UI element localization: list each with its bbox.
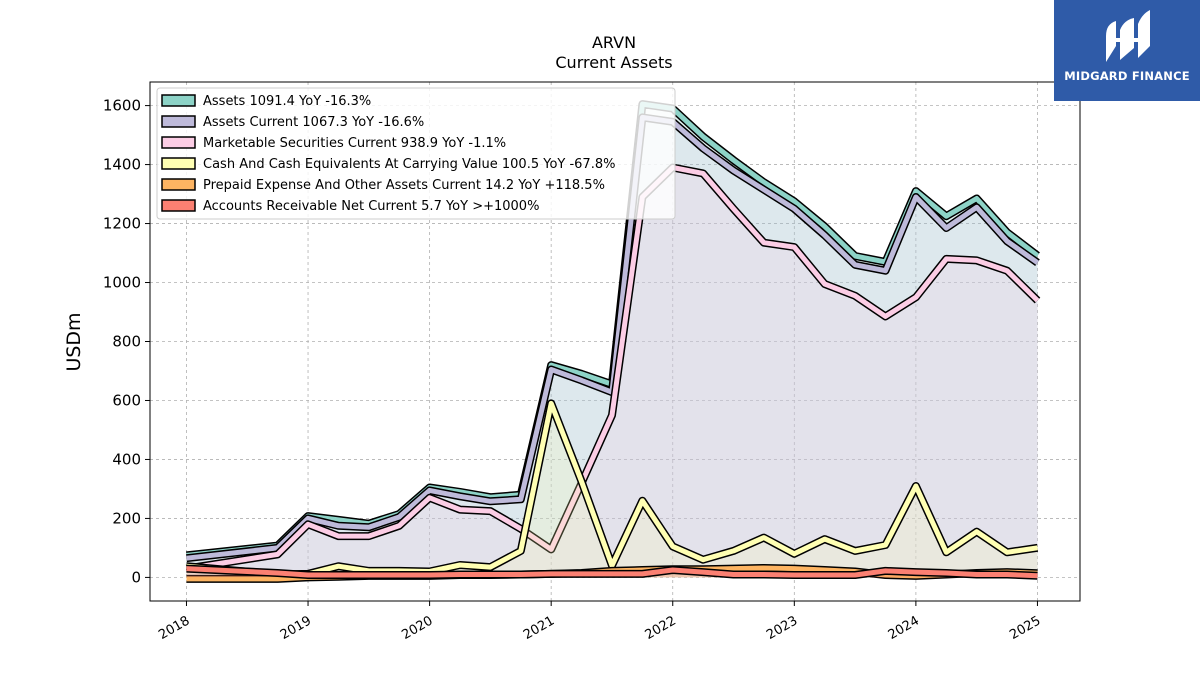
y-axis: 0 200 400 600 800 1000 1200 1400 1600 (103, 97, 150, 586)
x-tick-label: 2019 (278, 613, 314, 643)
y-tick-label: 400 (112, 450, 141, 468)
series-area (186, 117, 1038, 578)
series-line (186, 566, 1038, 579)
series-area (186, 167, 1038, 578)
x-tick-label: 2022 (643, 613, 679, 643)
series-layer (185, 100, 1041, 583)
x-axis: 2018 2019 2020 2021 2022 2023 2024 2025 (156, 601, 1043, 643)
legend-swatch (161, 199, 196, 212)
x-tick-label: 2018 (156, 613, 192, 643)
legend: Assets 1091.4 YoY -16.3% Assets Current 1… (156, 87, 676, 220)
y-tick-label: 1000 (103, 274, 141, 292)
y-tick-label: 200 (112, 509, 141, 527)
legend-swatch (161, 115, 196, 128)
chart-subtitle: Current Assets (555, 53, 672, 72)
legend-entry: Assets 1091.4 YoY -16.3% (203, 94, 371, 109)
x-tick-label: 2023 (764, 613, 800, 643)
series-area (186, 104, 1038, 578)
x-tick-label: 2020 (399, 613, 435, 643)
legend-box (156, 87, 676, 220)
legend-entry: Accounts Receivable Net Current 5.7 YoY … (203, 199, 539, 214)
legend-entry: Marketable Securities Current 938.9 YoY … (203, 136, 506, 151)
legend-entry: Cash And Cash Equivalents At Carrying Va… (203, 157, 615, 172)
x-tick-label: 2025 (1007, 613, 1043, 643)
y-tick-label: 0 (131, 568, 141, 586)
legend-swatch (161, 157, 196, 170)
logo-mark-icon (1106, 10, 1150, 62)
y-axis-label: USDm (63, 312, 85, 371)
x-tick-label: 2021 (521, 613, 557, 643)
midgard-finance-logo: MIDGARD FINANCE (1054, 0, 1200, 101)
y-tick-label: 800 (112, 333, 141, 351)
x-tick-label: 2024 (886, 613, 922, 643)
legend-entry: Assets Current 1067.3 YoY -16.6% (203, 115, 424, 130)
y-tick-label: 1600 (103, 97, 141, 115)
legend-entry: Prepaid Expense And Other Assets Current… (203, 178, 605, 193)
chart-title: ARVN (592, 33, 636, 52)
legend-swatch (161, 136, 196, 149)
y-tick-label: 1400 (103, 156, 141, 174)
series-area (186, 403, 1038, 578)
legend-swatch (161, 94, 196, 107)
y-tick-label: 600 (112, 391, 141, 409)
y-tick-label: 1200 (103, 215, 141, 233)
series-line (186, 400, 1038, 577)
legend-swatch (161, 178, 196, 191)
logo-text: MIDGARD FINANCE (1064, 69, 1190, 83)
